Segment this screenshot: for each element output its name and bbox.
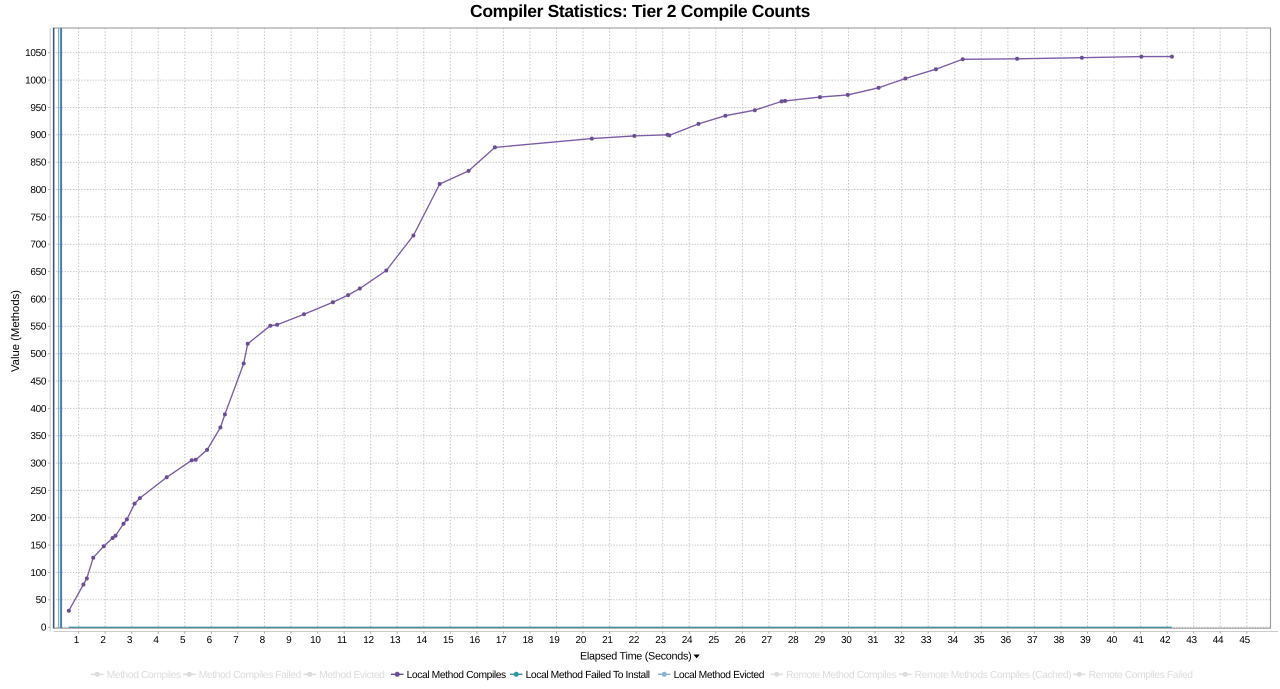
svg-text:9: 9 bbox=[286, 635, 292, 646]
svg-text:Local Method Evicted: Local Method Evicted bbox=[674, 670, 765, 681]
svg-text:16: 16 bbox=[469, 635, 480, 646]
svg-text:450: 450 bbox=[30, 376, 47, 387]
svg-text:39: 39 bbox=[1080, 635, 1091, 646]
svg-text:29: 29 bbox=[815, 635, 826, 646]
svg-text:38: 38 bbox=[1054, 635, 1065, 646]
svg-text:23: 23 bbox=[655, 635, 666, 646]
svg-text:Method Compiles Failed: Method Compiles Failed bbox=[199, 670, 302, 681]
svg-text:950: 950 bbox=[30, 103, 47, 114]
svg-text:31: 31 bbox=[868, 635, 879, 646]
svg-text:18: 18 bbox=[523, 635, 534, 646]
svg-text:28: 28 bbox=[788, 635, 799, 646]
svg-text:35: 35 bbox=[974, 635, 985, 646]
svg-text:3: 3 bbox=[127, 635, 133, 646]
svg-text:26: 26 bbox=[735, 635, 746, 646]
svg-text:10: 10 bbox=[310, 635, 321, 646]
svg-text:25: 25 bbox=[708, 635, 719, 646]
svg-text:22: 22 bbox=[629, 635, 640, 646]
svg-text:8: 8 bbox=[260, 635, 266, 646]
svg-text:1050: 1050 bbox=[25, 48, 47, 59]
svg-text:14: 14 bbox=[416, 635, 427, 646]
svg-text:24: 24 bbox=[682, 635, 693, 646]
svg-text:Remote Methods Compiles (Cache: Remote Methods Compiles (Cached) bbox=[915, 670, 1072, 681]
svg-text:400: 400 bbox=[30, 404, 47, 415]
svg-text:33: 33 bbox=[921, 635, 932, 646]
svg-text:1: 1 bbox=[74, 635, 80, 646]
svg-text:37: 37 bbox=[1027, 635, 1038, 646]
svg-text:6: 6 bbox=[207, 635, 213, 646]
svg-text:1000: 1000 bbox=[25, 76, 47, 87]
svg-text:300: 300 bbox=[30, 459, 47, 470]
svg-text:12: 12 bbox=[363, 635, 374, 646]
svg-text:550: 550 bbox=[30, 322, 47, 333]
svg-text:32: 32 bbox=[894, 635, 905, 646]
svg-text:43: 43 bbox=[1186, 635, 1197, 646]
svg-text:Elapsed Time (Seconds): Elapsed Time (Seconds) bbox=[580, 650, 691, 662]
svg-text:20: 20 bbox=[576, 635, 587, 646]
svg-text:150: 150 bbox=[30, 541, 47, 552]
svg-text:50: 50 bbox=[36, 595, 47, 606]
svg-text:30: 30 bbox=[841, 635, 852, 646]
svg-text:36: 36 bbox=[1000, 635, 1011, 646]
svg-text:200: 200 bbox=[30, 513, 47, 524]
svg-text:44: 44 bbox=[1213, 635, 1224, 646]
svg-text:40: 40 bbox=[1107, 635, 1118, 646]
svg-text:Value (Methods): Value (Methods) bbox=[10, 290, 22, 372]
svg-text:Compiler Statistics: Tier 2 Co: Compiler Statistics: Tier 2 Compile Coun… bbox=[470, 1, 811, 21]
svg-text:850: 850 bbox=[30, 158, 47, 169]
svg-text:0: 0 bbox=[41, 623, 47, 634]
svg-text:500: 500 bbox=[30, 349, 47, 360]
svg-text:100: 100 bbox=[30, 568, 47, 579]
svg-text:21: 21 bbox=[602, 635, 613, 646]
svg-text:Method Evicted: Method Evicted bbox=[319, 670, 385, 681]
svg-text:34: 34 bbox=[947, 635, 958, 646]
svg-text:17: 17 bbox=[496, 635, 507, 646]
svg-text:5: 5 bbox=[180, 635, 186, 646]
svg-text:11: 11 bbox=[337, 635, 348, 646]
svg-text:900: 900 bbox=[30, 130, 47, 141]
svg-text:650: 650 bbox=[30, 267, 47, 278]
svg-text:Remote Compiles Failed: Remote Compiles Failed bbox=[1089, 670, 1194, 681]
svg-text:Method Compiles: Method Compiles bbox=[107, 670, 181, 681]
svg-text:Remote Method Compiles: Remote Method Compiles bbox=[786, 670, 896, 681]
svg-text:13: 13 bbox=[390, 635, 401, 646]
svg-text:600: 600 bbox=[30, 294, 47, 305]
svg-text:27: 27 bbox=[761, 635, 772, 646]
svg-text:750: 750 bbox=[30, 212, 47, 223]
svg-text:45: 45 bbox=[1239, 635, 1250, 646]
svg-text:7: 7 bbox=[233, 635, 239, 646]
svg-text:19: 19 bbox=[549, 635, 560, 646]
svg-text:700: 700 bbox=[30, 240, 47, 251]
svg-text:Local Method Failed To Install: Local Method Failed To Install bbox=[526, 670, 650, 681]
svg-text:42: 42 bbox=[1160, 635, 1171, 646]
svg-text:41: 41 bbox=[1133, 635, 1144, 646]
svg-text:350: 350 bbox=[30, 431, 47, 442]
svg-text:2: 2 bbox=[100, 635, 106, 646]
svg-text:4: 4 bbox=[153, 635, 159, 646]
svg-text:800: 800 bbox=[30, 185, 47, 196]
svg-text:250: 250 bbox=[30, 486, 47, 497]
svg-text:15: 15 bbox=[443, 635, 454, 646]
svg-text:Local Method Compiles: Local Method Compiles bbox=[407, 670, 506, 681]
